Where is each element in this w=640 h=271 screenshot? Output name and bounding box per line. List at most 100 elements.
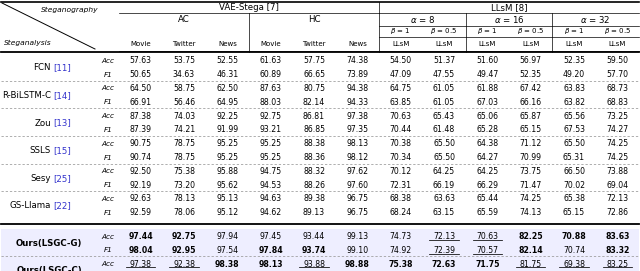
Text: LLsM [8]: LLsM [8] <box>491 3 527 12</box>
Text: [15]: [15] <box>53 146 70 155</box>
Text: 74.25: 74.25 <box>606 139 628 148</box>
Text: 57.63: 57.63 <box>130 56 152 65</box>
Text: 70.57: 70.57 <box>476 246 499 255</box>
Text: 74.25: 74.25 <box>606 153 628 162</box>
Text: 51.37: 51.37 <box>433 56 455 65</box>
Text: VAE-Stega [7]: VAE-Stega [7] <box>219 3 279 12</box>
Text: 97.38: 97.38 <box>130 260 152 269</box>
Text: 83.63: 83.63 <box>605 232 630 241</box>
Text: 65.15: 65.15 <box>520 125 541 134</box>
Text: $\alpha$ = 8: $\alpha$ = 8 <box>410 14 435 25</box>
Text: 88.26: 88.26 <box>303 180 325 190</box>
Text: F1: F1 <box>104 247 113 253</box>
Text: 75.38: 75.38 <box>173 167 195 176</box>
Text: F1: F1 <box>104 154 113 160</box>
Text: 66.19: 66.19 <box>433 180 455 190</box>
Text: Zou: Zou <box>35 118 51 127</box>
Text: $\alpha$ = 32: $\alpha$ = 32 <box>580 14 611 25</box>
Text: 95.25: 95.25 <box>260 139 282 148</box>
Text: 64.27: 64.27 <box>476 153 499 162</box>
Text: 65.87: 65.87 <box>520 112 541 121</box>
Text: 92.75: 92.75 <box>172 232 196 241</box>
Text: [14]: [14] <box>53 91 70 100</box>
Text: 66.65: 66.65 <box>303 70 325 79</box>
Text: 78.06: 78.06 <box>173 208 195 217</box>
Text: 49.47: 49.47 <box>476 70 499 79</box>
Text: 70.12: 70.12 <box>390 167 412 176</box>
Text: LLsM: LLsM <box>609 41 626 47</box>
Text: Acc: Acc <box>102 85 115 92</box>
Text: 71.47: 71.47 <box>520 180 542 190</box>
Text: 78.75: 78.75 <box>173 153 195 162</box>
Text: 93.44: 93.44 <box>303 232 325 241</box>
Text: 65.59: 65.59 <box>476 208 499 217</box>
Text: 86.81: 86.81 <box>303 112 325 121</box>
Text: 88.36: 88.36 <box>303 153 325 162</box>
Text: 92.95: 92.95 <box>172 246 196 255</box>
Text: 65.50: 65.50 <box>433 153 455 162</box>
Text: 74.73: 74.73 <box>390 232 412 241</box>
Text: 52.35: 52.35 <box>520 70 541 79</box>
Text: 64.95: 64.95 <box>216 98 238 107</box>
Text: 70.88: 70.88 <box>562 232 586 241</box>
Text: Twitter: Twitter <box>302 41 326 47</box>
Text: F1: F1 <box>104 99 113 105</box>
Text: [25]: [25] <box>53 174 70 183</box>
Text: 65.38: 65.38 <box>563 194 585 204</box>
Text: 74.03: 74.03 <box>173 112 195 121</box>
Text: 70.63: 70.63 <box>476 232 499 241</box>
Text: 64.38: 64.38 <box>476 139 499 148</box>
Text: 97.94: 97.94 <box>216 232 238 241</box>
Text: 70.02: 70.02 <box>563 180 585 190</box>
Text: 74.21: 74.21 <box>173 125 195 134</box>
Text: 98.13: 98.13 <box>259 260 283 269</box>
Text: 98.88: 98.88 <box>345 260 370 269</box>
Text: 72.63: 72.63 <box>432 260 456 269</box>
Text: 80.75: 80.75 <box>303 84 325 93</box>
Text: AC: AC <box>178 15 190 24</box>
Text: News: News <box>218 41 237 47</box>
Text: 92.75: 92.75 <box>260 112 282 121</box>
Text: $\beta$ = 0.5: $\beta$ = 0.5 <box>430 27 458 37</box>
Text: 70.74: 70.74 <box>563 246 585 255</box>
Text: 94.62: 94.62 <box>260 208 282 217</box>
Text: 34.63: 34.63 <box>173 70 195 79</box>
Text: Acc: Acc <box>102 113 115 119</box>
Text: 92.59: 92.59 <box>130 208 152 217</box>
Text: LLsM: LLsM <box>522 41 540 47</box>
Text: 87.63: 87.63 <box>260 84 282 93</box>
Text: 66.50: 66.50 <box>563 167 585 176</box>
Text: [11]: [11] <box>53 63 70 72</box>
Text: Sesy: Sesy <box>31 174 51 183</box>
Text: 94.53: 94.53 <box>260 180 282 190</box>
Text: F1: F1 <box>104 72 113 78</box>
Text: 65.44: 65.44 <box>476 194 499 204</box>
Text: 70.38: 70.38 <box>390 139 412 148</box>
Text: 63.83: 63.83 <box>563 84 585 93</box>
Text: GS-Llama: GS-Llama <box>10 201 51 210</box>
Text: 51.60: 51.60 <box>476 56 499 65</box>
Text: 95.88: 95.88 <box>216 167 238 176</box>
Text: 65.56: 65.56 <box>563 112 585 121</box>
Text: 67.53: 67.53 <box>563 125 585 134</box>
Text: Acc: Acc <box>102 196 115 202</box>
Text: 57.70: 57.70 <box>606 70 628 79</box>
Text: 60.89: 60.89 <box>260 70 282 79</box>
Text: Ours(LSGC-C): Ours(LSGC-C) <box>16 266 82 271</box>
Text: 64.25: 64.25 <box>433 167 455 176</box>
Text: 95.25: 95.25 <box>260 153 282 162</box>
Text: Acc: Acc <box>102 58 115 64</box>
Text: 64.25: 64.25 <box>476 167 499 176</box>
Text: 87.39: 87.39 <box>130 125 152 134</box>
Text: 92.38: 92.38 <box>173 260 195 269</box>
Text: 61.63: 61.63 <box>260 56 282 65</box>
Text: $\beta$ = 0.5: $\beta$ = 0.5 <box>604 27 631 37</box>
Text: 94.38: 94.38 <box>346 84 369 93</box>
Text: 53.75: 53.75 <box>173 56 195 65</box>
Text: 68.73: 68.73 <box>606 84 628 93</box>
Text: 89.13: 89.13 <box>303 208 325 217</box>
Text: 97.45: 97.45 <box>260 232 282 241</box>
Text: 66.29: 66.29 <box>476 180 499 190</box>
Text: 73.75: 73.75 <box>520 167 541 176</box>
Text: 78.13: 78.13 <box>173 194 195 204</box>
